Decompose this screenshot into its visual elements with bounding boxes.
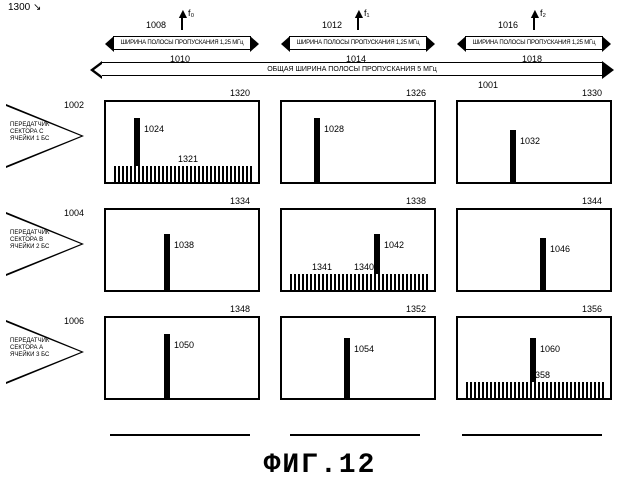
tone-bar bbox=[510, 130, 516, 182]
bandwidth-bar-ref: 1018 bbox=[522, 54, 542, 64]
extra-ref: 1341 bbox=[312, 262, 332, 272]
tone-ref: 1024 bbox=[144, 124, 164, 134]
signal-box-ref: 1330 bbox=[582, 88, 602, 98]
tone-ref: 1046 bbox=[550, 244, 570, 254]
signal-box: 1024 1321 bbox=[104, 100, 260, 184]
signal-box-ref: 1344 bbox=[582, 196, 602, 206]
tone-bar bbox=[164, 334, 170, 398]
transmitter-label: ПЕРЕДАТЧИК СЕКТОРА B ЯЧЕЙКИ 2 БС bbox=[10, 230, 68, 251]
signal-box: 1042 1340 1341 bbox=[280, 208, 436, 292]
total-bandwidth-label: ОБЩАЯ ШИРИНА ПОЛОСЫ ПРОПУСКАНИЯ 5 МГц bbox=[267, 66, 437, 73]
underline-segment bbox=[290, 434, 420, 436]
hatch-ref: 1321 bbox=[178, 154, 198, 164]
carrier-symbol: f₂ bbox=[540, 8, 546, 18]
carrier-arrows-row: ▲f₀1008▲f₁1012▲f₂1016 bbox=[100, 8, 610, 36]
transmitter-ref: 1004 bbox=[64, 208, 84, 218]
carrier-symbol: f₀ bbox=[188, 8, 194, 18]
carrier-ref-number: 1016 bbox=[498, 20, 518, 30]
signal-box: 1038 bbox=[104, 208, 260, 292]
signal-box: 1032 bbox=[456, 100, 612, 184]
tone-ref: 1032 bbox=[520, 136, 540, 146]
hatch-region bbox=[466, 382, 606, 398]
underline-segment bbox=[110, 434, 250, 436]
tone-ref: 1042 bbox=[384, 240, 404, 250]
tone-bar bbox=[344, 338, 350, 398]
hatch-ref: 1358 bbox=[530, 370, 550, 380]
carrier-symbol: f₁ bbox=[364, 8, 370, 18]
figure-ref-arrow: ↘ bbox=[33, 2, 41, 13]
hatch-ref: 1340 bbox=[354, 262, 374, 272]
signal-box-ref: 1352 bbox=[406, 304, 426, 314]
transmitter-label: ПЕРЕДАТЧИК СЕКТОРА A ЯЧЕЙКИ 3 БС bbox=[10, 338, 68, 359]
signal-box-ref: 1356 bbox=[582, 304, 602, 314]
tone-ref: 1060 bbox=[540, 344, 560, 354]
carrier-ref-number: 1008 bbox=[146, 20, 166, 30]
figure-caption: ФИГ.12 bbox=[8, 450, 624, 481]
total-bandwidth-ref: 1001 bbox=[478, 80, 498, 90]
figure-ref: 1300 ↘ bbox=[8, 2, 41, 13]
signal-box: 1060 1358 bbox=[456, 316, 612, 400]
bandwidth-bars: ШИРИНА ПОЛОСЫ ПРОПУСКАНИЯ 1,25 МГц ШИРИНА… bbox=[100, 36, 610, 54]
bandwidth-bar: ШИРИНА ПОЛОСЫ ПРОПУСКАНИЯ 1,25 МГц bbox=[289, 36, 427, 50]
tone-bar bbox=[314, 118, 320, 182]
bandwidth-bar-ref: 1010 bbox=[170, 54, 190, 64]
hatch-region bbox=[290, 274, 430, 290]
figure-caption-text: ФИГ.12 bbox=[264, 450, 377, 481]
bandwidth-bar-label: ШИРИНА ПОЛОСЫ ПРОПУСКАНИЯ 1,25 МГц bbox=[290, 40, 426, 46]
carrier-arrow: ▲ bbox=[176, 8, 188, 30]
carrier-arrow: ▲ bbox=[528, 8, 540, 30]
figure-ref-text: 1300 bbox=[8, 2, 30, 13]
transmitter-label: ПЕРЕДАТЧИК СЕКТОРА C ЯЧЕЙКИ 1 БС bbox=[10, 122, 68, 143]
total-bandwidth-bar-body: ОБЩАЯ ШИРИНА ПОЛОСЫ ПРОПУСКАНИЯ 5 МГц bbox=[101, 62, 603, 76]
bandwidth-bar: ШИРИНА ПОЛОСЫ ПРОПУСКАНИЯ 1,25 МГц bbox=[113, 36, 251, 50]
signal-box: 1046 bbox=[456, 208, 612, 292]
signal-box-ref: 1320 bbox=[230, 88, 250, 98]
tone-bar bbox=[540, 238, 546, 290]
bandwidth-bar-ref: 1014 bbox=[346, 54, 366, 64]
hatch-region bbox=[114, 166, 254, 182]
signal-box-ref: 1326 bbox=[406, 88, 426, 98]
underline-segment bbox=[462, 434, 602, 436]
tone-bar bbox=[164, 234, 170, 290]
bandwidth-bar-label: ШИРИНА ПОЛОСЫ ПРОПУСКАНИЯ 1,25 МГц bbox=[466, 40, 602, 46]
tone-ref: 1028 bbox=[324, 124, 344, 134]
total-bandwidth-bar: ОБЩАЯ ШИРИНА ПОЛОСЫ ПРОПУСКАНИЯ 5 МГц bbox=[89, 62, 615, 78]
signal-box-ref: 1348 bbox=[230, 304, 250, 314]
carrier-ref-number: 1012 bbox=[322, 20, 342, 30]
signal-box: 1054 bbox=[280, 316, 436, 400]
signal-box-ref: 1338 bbox=[406, 196, 426, 206]
bandwidth-bar: ШИРИНА ПОЛОСЫ ПРОПУСКАНИЯ 1,25 МГц bbox=[465, 36, 603, 50]
carrier-arrow: ▲ bbox=[352, 8, 364, 30]
bandwidth-bar-label: ШИРИНА ПОЛОСЫ ПРОПУСКАНИЯ 1,25 МГц bbox=[114, 40, 250, 46]
tone-ref: 1050 bbox=[174, 340, 194, 350]
signal-box-ref: 1334 bbox=[230, 196, 250, 206]
tone-ref: 1038 bbox=[174, 240, 194, 250]
transmitter-ref: 1002 bbox=[64, 100, 84, 110]
tone-ref: 1054 bbox=[354, 344, 374, 354]
signal-box: 1028 bbox=[280, 100, 436, 184]
signal-box: 1050 bbox=[104, 316, 260, 400]
transmitter-ref: 1006 bbox=[64, 316, 84, 326]
